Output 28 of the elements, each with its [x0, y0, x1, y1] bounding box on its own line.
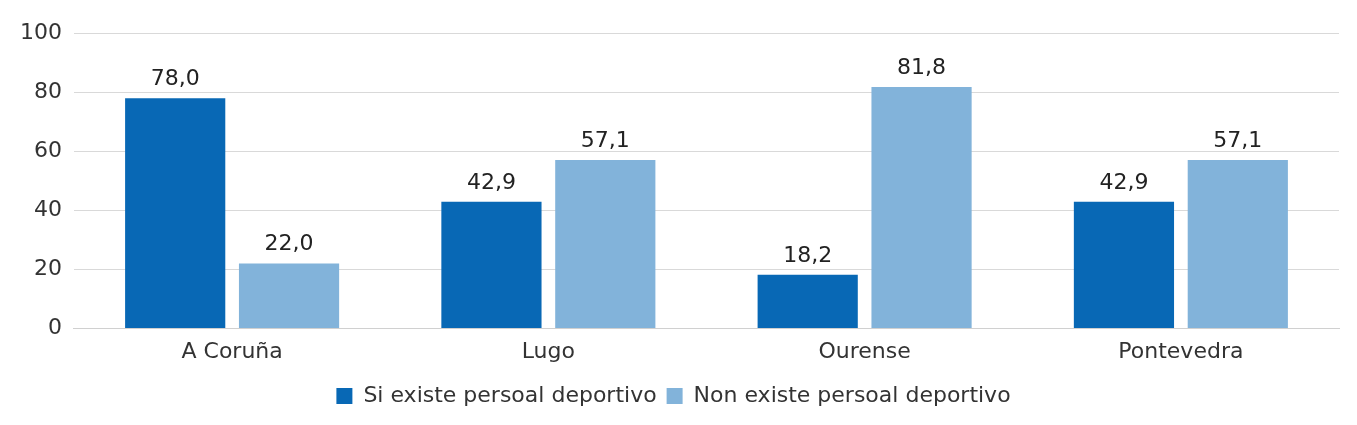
y-tick-label: 100	[19, 18, 62, 44]
bar	[555, 159, 656, 329]
data-label: 81,8	[897, 53, 947, 79]
x-tick-label: Ourense	[818, 337, 911, 363]
bar	[1073, 201, 1175, 329]
x-tick-label: Pontevedra	[1118, 337, 1244, 363]
y-tick-label: 40	[33, 196, 62, 222]
y-tick-label: 0	[47, 314, 62, 340]
x-tick-label: A Coruña	[181, 337, 283, 363]
data-label: 57,1	[580, 126, 630, 152]
bar	[125, 98, 226, 329]
y-tick-label: 20	[33, 255, 62, 281]
bar	[757, 274, 858, 329]
data-label: 18,2	[783, 241, 833, 267]
legend-label: Non existe persoal deportivo	[693, 381, 1011, 407]
data-label: 42,9	[1099, 168, 1149, 194]
data-label: 22,0	[264, 230, 314, 256]
bar	[441, 201, 542, 329]
bar	[238, 263, 340, 329]
y-tick-label: 80	[33, 78, 62, 103]
bar	[1187, 159, 1288, 329]
x-tick-label: Lugo	[521, 337, 575, 363]
data-label: 78,0	[150, 64, 200, 90]
data-label: 42,9	[466, 168, 516, 194]
legend-label: Si existe persoal deportivo	[363, 381, 657, 407]
data-label: 57,1	[1213, 126, 1263, 152]
bar	[871, 86, 972, 329]
y-tick-label: 60	[33, 137, 62, 163]
